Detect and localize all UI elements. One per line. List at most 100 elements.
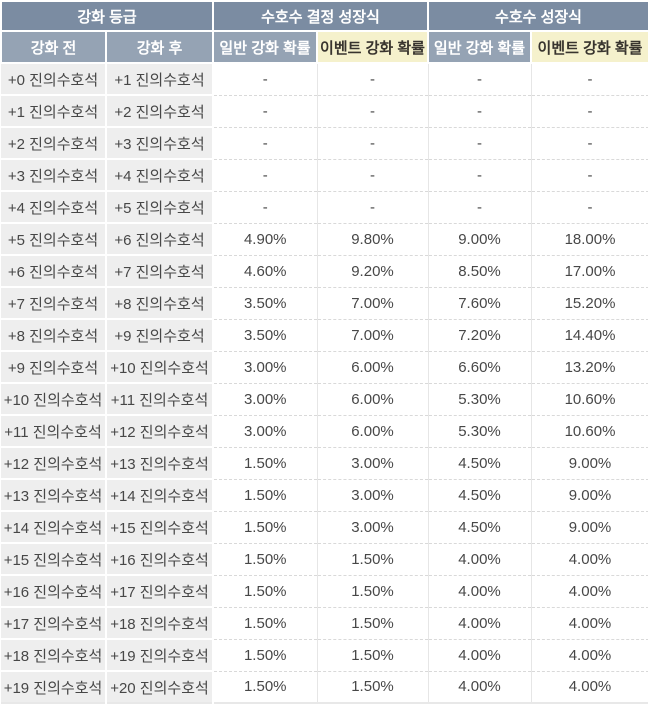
col-header-before-enhancement: 강화 전 [0, 30, 107, 64]
rate-cell: 3.00% [213, 414, 318, 447]
rate-cell: 1.50% [317, 606, 429, 639]
rate-cell: - [428, 190, 532, 223]
rate-cell: 3.50% [213, 318, 318, 351]
rate-cell: 3.00% [317, 510, 429, 543]
grade-cell: +5 진의수호석 [1, 222, 107, 255]
col-header-after-enhancement: 강화 후 [105, 30, 214, 64]
rate-cell: 4.00% [428, 638, 532, 671]
grade-cell: +13 진의수호석 [1, 478, 107, 511]
grade-cell: +15 진의수호석 [106, 510, 214, 543]
header-sub-row: 강화 전 강화 후 일반 강화 확률 이벤트 강화 확률 일반 강화 확률 이벤… [0, 30, 648, 64]
grade-cell: +2 진의수호석 [1, 126, 107, 159]
rate-cell: - [317, 158, 429, 191]
rate-cell: 4.50% [428, 446, 532, 479]
rate-cell: 3.00% [213, 382, 318, 415]
rate-cell: 15.20% [531, 286, 648, 319]
grade-cell: +7 진의수호석 [106, 254, 214, 287]
rate-cell: 6.00% [317, 414, 429, 447]
rate-cell: 1.50% [317, 638, 429, 671]
table-row: +18 진의수호석 +19 진의수호석 1.50% 1.50% 4.00% 4.00% [1, 638, 648, 671]
rate-cell: - [531, 62, 648, 95]
rate-cell: 9.80% [317, 222, 429, 255]
grade-cell: +9 진의수호석 [1, 350, 107, 383]
grade-cell: +14 진의수호석 [1, 510, 107, 543]
rate-cell: 1.50% [213, 446, 318, 479]
grade-cell: +16 진의수호석 [1, 574, 107, 607]
table-row: +4 진의수호석 +5 진의수호석 - - - - [1, 190, 648, 223]
rate-cell: - [213, 158, 318, 191]
rate-cell: 4.00% [531, 638, 648, 671]
grade-cell: +14 진의수호석 [106, 478, 214, 511]
table-row: +17 진의수호석 +18 진의수호석 1.50% 1.50% 4.00% 4.00% [1, 606, 648, 639]
grade-cell: +19 진의수호석 [106, 638, 214, 671]
rate-cell: 9.00% [531, 510, 648, 543]
grade-cell: +6 진의수호석 [1, 254, 107, 287]
rate-cell: - [213, 94, 318, 127]
rate-cell: 4.50% [428, 478, 532, 511]
grade-cell: +13 진의수호석 [106, 446, 214, 479]
table-row: +19 진의수호석 +20 진의수호석 1.50% 1.50% 4.00% 4.00% [1, 670, 648, 703]
grade-cell: +4 진의수호석 [1, 190, 107, 223]
table-row: +15 진의수호석 +16 진의수호석 1.50% 1.50% 4.00% 4.00% [1, 542, 648, 575]
rate-cell: 4.60% [213, 254, 318, 287]
table-header: 강화 등급 수호수 결정 성장식 수호수 성장식 강화 전 강화 후 일반 강화… [0, 0, 648, 64]
rate-cell: - [428, 62, 532, 95]
rate-cell: - [317, 94, 429, 127]
rate-cell: 4.00% [531, 542, 648, 575]
rate-cell: 3.00% [213, 350, 318, 383]
rate-cell: 4.00% [428, 574, 532, 607]
rate-cell: - [317, 190, 429, 223]
rate-cell: 1.50% [213, 574, 318, 607]
rate-cell: 18.00% [531, 222, 648, 255]
table-row: +1 진의수호석 +2 진의수호석 - - - - [1, 94, 648, 127]
table-row: +12 진의수호석 +13 진의수호석 1.50% 3.00% 4.50% 9.00% [1, 446, 648, 479]
table-row: +7 진의수호석 +8 진의수호석 3.50% 7.00% 7.60% 15.20% [1, 286, 648, 319]
table-row: +8 진의수호석 +9 진의수호석 3.50% 7.00% 7.20% 14.40% [1, 318, 648, 351]
rate-cell: 10.60% [531, 414, 648, 447]
header-group-enhancement-grade: 강화 등급 [0, 0, 214, 32]
header-group-row: 강화 등급 수호수 결정 성장식 수호수 성장식 [0, 0, 648, 32]
grade-cell: +6 진의수호석 [106, 222, 214, 255]
rate-cell: 1.50% [213, 606, 318, 639]
rate-cell: 6.00% [317, 350, 429, 383]
rate-cell: 4.90% [213, 222, 318, 255]
rate-cell: 1.50% [213, 542, 318, 575]
grade-cell: +9 진의수호석 [106, 318, 214, 351]
table-row: +2 진의수호석 +3 진의수호석 - - - - [1, 126, 648, 159]
grade-cell: +11 진의수호석 [106, 382, 214, 415]
rate-cell: 7.00% [317, 318, 429, 351]
grade-cell: +5 진의수호석 [106, 190, 214, 223]
col-header-normal-rate-crystal: 일반 강화 확률 [212, 30, 318, 64]
rate-cell: 17.00% [531, 254, 648, 287]
table-row: +9 진의수호석 +10 진의수호석 3.00% 6.00% 6.60% 13.20% [1, 350, 648, 383]
table-row: +16 진의수호석 +17 진의수호석 1.50% 1.50% 4.00% 4.00% [1, 574, 648, 607]
rate-cell: 3.00% [317, 446, 429, 479]
rate-cell: 7.60% [428, 286, 532, 319]
table-row: +6 진의수호석 +7 진의수호석 4.60% 9.20% 8.50% 17.00% [1, 254, 648, 287]
rate-cell: 1.50% [317, 542, 429, 575]
table-row: +14 진의수호석 +15 진의수호석 1.50% 3.00% 4.50% 9.00% [1, 510, 648, 543]
rate-cell: 4.00% [428, 670, 532, 703]
rate-cell: 9.20% [317, 254, 429, 287]
rate-cell: 4.00% [428, 542, 532, 575]
grade-cell: +8 진의수호석 [1, 318, 107, 351]
grade-cell: +10 진의수호석 [106, 350, 214, 383]
grade-cell: +15 진의수호석 [1, 542, 107, 575]
rate-cell: 1.50% [213, 478, 318, 511]
rate-cell: - [428, 94, 532, 127]
grade-cell: +17 진의수호석 [106, 574, 214, 607]
rate-cell: - [428, 158, 532, 191]
grade-cell: +18 진의수호석 [1, 638, 107, 671]
rate-cell: 4.50% [428, 510, 532, 543]
rate-cell: 4.00% [428, 606, 532, 639]
rate-cell: - [531, 190, 648, 223]
rate-cell: 1.50% [317, 670, 429, 703]
col-header-normal-rate-guardian: 일반 강화 확률 [427, 30, 532, 64]
grade-cell: +11 진의수호석 [1, 414, 107, 447]
grade-cell: +3 진의수호석 [1, 158, 107, 191]
rate-cell: 1.50% [213, 638, 318, 671]
rate-cell: - [213, 126, 318, 159]
grade-cell: +18 진의수호석 [106, 606, 214, 639]
rate-cell: 7.00% [317, 286, 429, 319]
rate-cell: 8.50% [428, 254, 532, 287]
